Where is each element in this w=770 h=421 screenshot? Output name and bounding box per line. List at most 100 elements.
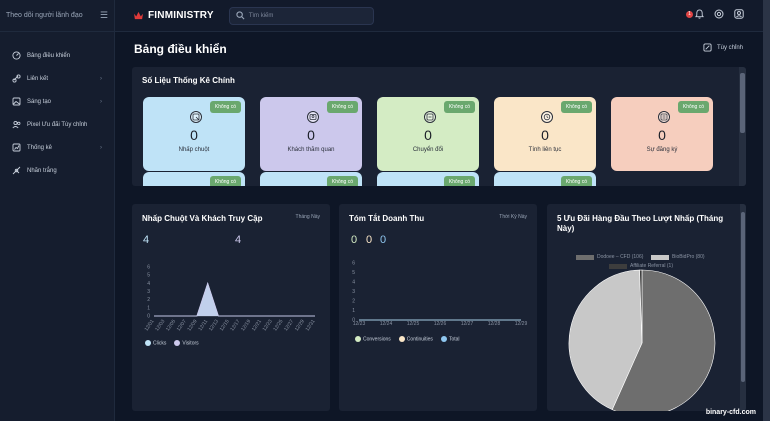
x-tick-label: 12/01 <box>144 319 156 333</box>
logo[interactable]: FINMINISTRY <box>133 10 214 21</box>
legend-continuities[interactable]: Continuities <box>398 336 433 342</box>
y-tick-label: 1 <box>147 305 150 311</box>
legend-offer-1[interactable]: Dodoee – CFD (106) <box>576 254 643 260</box>
pie-slice-1[interactable] <box>611 269 716 411</box>
stat-card[interactable]: Không có 0 Sự đăng ký <box>611 97 713 171</box>
sidebar-item-label: Pixel Ưu đãi Tùy chỉnh <box>27 121 88 128</box>
y-tick-label: 6 <box>352 261 355 267</box>
x-tick-label: 12/31 <box>305 319 317 333</box>
stat-tag: Không có <box>560 101 592 113</box>
stat-card[interactable]: Không có 0 Chuyển đổi <box>377 97 479 171</box>
series-area-visitors <box>154 283 315 316</box>
x-tick-label: 12/03 <box>154 319 166 333</box>
sidebar-item-3[interactable]: Sáng tạo › <box>0 90 114 113</box>
stat-card[interactable]: Không có <box>494 172 596 186</box>
click-icon <box>190 111 202 123</box>
stat-card[interactable]: Không có 0 Khách thăm quan <box>260 97 362 171</box>
stat-card[interactable]: Không có 0 Nhấp chuột <box>143 97 245 171</box>
sidebar-item-label: Liên kết <box>27 75 49 82</box>
visitors-total: 4 <box>235 234 242 246</box>
stat-tag: Không có <box>443 176 475 186</box>
stat-card[interactable]: Không có <box>143 172 245 186</box>
revenue-period[interactable]: Thời Kỳ Này <box>499 214 527 220</box>
x-tick-label: 12/24 <box>380 321 393 327</box>
series-line-clicks <box>154 282 315 317</box>
at-icon[interactable] <box>714 9 724 19</box>
legend-clicks[interactable]: Clicks <box>145 340 166 346</box>
clicks-panel-title: Nhấp Chuột Và Khách Truy Cập <box>142 214 263 223</box>
chevron-right-icon: › <box>100 98 102 105</box>
user-icon[interactable] <box>734 9 744 19</box>
sidebar: Theo dõi người lãnh đạo ☰ Bảng điều khiể… <box>0 0 115 421</box>
legend-offer-2[interactable]: BioBidPro (80) <box>651 254 705 260</box>
y-tick-label: 0 <box>147 314 150 320</box>
stat-value: 0 <box>424 127 432 143</box>
x-tick-label: 12/13 <box>208 319 220 333</box>
stat-tag: Không có <box>677 101 709 113</box>
clicks-period[interactable]: Tháng Này <box>295 214 320 220</box>
conversions-total: 0 <box>351 234 358 246</box>
legend-offer-3[interactable]: Affiliate Referral (1) <box>609 263 673 269</box>
sidebar-item-6[interactable]: Nhãn trắng <box>0 159 114 182</box>
y-tick-label: 4 <box>352 280 355 286</box>
search-input[interactable]: Tìm kiếm <box>248 12 274 19</box>
x-tick-label: 12/29 <box>515 321 528 327</box>
x-tick-label: 12/25 <box>407 321 420 327</box>
customize-icon <box>703 43 712 52</box>
clicks-visitors-panel: Nhấp Chuột Và Khách Truy Cập Tháng Này 4… <box>132 204 330 411</box>
stat-tag: Không có <box>443 101 475 113</box>
continuity-icon <box>541 111 553 123</box>
sidebar-item-4[interactable]: Pixel Ưu đãi Tùy chỉnh <box>0 113 114 136</box>
x-tick-label: 12/07 <box>176 319 188 333</box>
stats-scrollbar[interactable] <box>739 67 746 186</box>
series-line-visitors <box>154 282 315 317</box>
offers-scrollbar[interactable] <box>740 204 746 411</box>
white-label-icon <box>12 166 21 175</box>
stat-card[interactable]: Không có 0 Tính liên tục <box>494 97 596 171</box>
stat-tag: Không có <box>209 101 241 113</box>
sidebar-item-5[interactable]: Thống kê › <box>0 136 114 159</box>
users-icon <box>12 120 21 129</box>
stat-tag: Không có <box>560 176 592 186</box>
stat-card[interactable]: Không có <box>260 172 362 186</box>
y-tick-label: 3 <box>352 289 355 295</box>
offers-pie-chart <box>568 269 716 411</box>
chevron-right-icon: › <box>100 144 102 151</box>
stat-card[interactable]: Không có <box>377 172 479 186</box>
x-tick-label: 12/15 <box>219 319 231 333</box>
visitor-icon <box>307 111 319 123</box>
sidebar-title: Theo dõi người lãnh đạo <box>6 12 83 19</box>
top-offers-panel: 5 Ưu Đãi Hàng Đầu Theo Lượt Nhấp (Tháng … <box>547 204 746 411</box>
y-tick-label: 5 <box>352 270 355 276</box>
sidebar-item-1[interactable]: Bảng điều khiển <box>0 44 114 67</box>
y-tick-label: 2 <box>352 299 355 305</box>
x-tick-label: 12/17 <box>229 319 241 333</box>
search-icon <box>236 11 245 20</box>
crown-icon <box>134 11 143 20</box>
x-tick-label: 12/09 <box>186 319 198 333</box>
stats-title: Số Liệu Thống Kê Chính <box>142 76 235 85</box>
x-tick-label: 12/19 <box>240 319 252 333</box>
conversion-icon <box>424 111 436 123</box>
x-tick-label: 12/28 <box>488 321 501 327</box>
page-scrollbar[interactable] <box>763 0 770 421</box>
y-tick-label: 6 <box>147 265 150 271</box>
revenue-legend: Conversions Continuities Total <box>355 336 460 342</box>
x-tick-label: 12/23 <box>262 319 274 333</box>
pie-slice-2[interactable] <box>568 269 643 411</box>
legend-total[interactable]: Total <box>440 336 460 342</box>
search-bar[interactable]: Tìm kiếm <box>228 6 374 25</box>
y-tick-label: 1 <box>352 308 355 314</box>
customize-button[interactable]: Tùy chỉnh <box>703 43 743 52</box>
sidebar-item-2[interactable]: Liên kết › <box>0 67 114 90</box>
clicks-total: 4 <box>143 234 150 246</box>
collapse-sidebar-icon[interactable]: ☰ <box>99 10 108 20</box>
key-stats-panel: Số Liệu Thống Kê Chính Không có 0 Nhấp chu… <box>132 67 746 186</box>
pie-slice-3[interactable] <box>639 269 643 344</box>
legend-visitors[interactable]: Visitors <box>174 340 199 346</box>
series-area-clicks <box>154 283 315 316</box>
legend-conversions[interactable]: Conversions <box>355 336 391 342</box>
sidebar-item-label: Bảng điều khiển <box>27 52 71 59</box>
sidebar-item-label: Sáng tạo <box>27 98 52 105</box>
bell-icon[interactable] <box>695 9 704 19</box>
